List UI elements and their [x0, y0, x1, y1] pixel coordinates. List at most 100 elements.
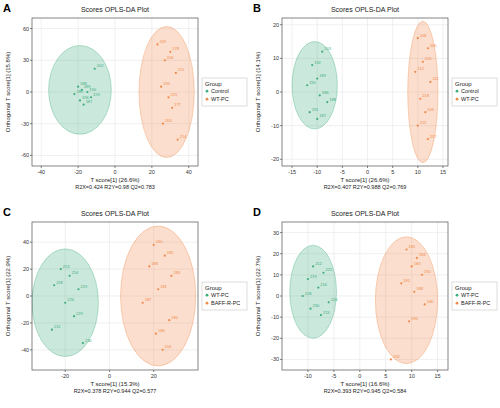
panel-label: D: [253, 206, 261, 218]
plot-frame: [32, 18, 198, 166]
tick-label: 0: [358, 373, 361, 379]
title: Scores OPLS-DA Plot: [81, 210, 149, 217]
point: [153, 244, 155, 246]
legend-entry: WT-PC: [211, 96, 229, 102]
panel-label: C: [3, 206, 11, 218]
point-label: 196: [163, 81, 170, 86]
legend-swatch: [206, 90, 209, 93]
tick-label: -15: [288, 169, 296, 175]
point-label: 215: [170, 92, 177, 97]
legend-box: [452, 78, 497, 106]
tick-label: -10: [271, 123, 279, 129]
panel: AScores OPLS-DA Plot-40-2002040-60-30030…: [3, 2, 247, 190]
plot-frame: [282, 222, 448, 370]
tick-label: -20: [21, 320, 29, 326]
subtitle: R2X=0.424 R2Y=0.98 Q2=0.783: [75, 184, 155, 190]
point: [424, 111, 426, 113]
point: [69, 275, 71, 277]
point: [167, 96, 169, 98]
confidence-ellipse: [290, 245, 337, 338]
point-label: 209: [427, 107, 434, 112]
legend-swatch: [206, 294, 209, 297]
point-label: 180: [427, 299, 434, 304]
data-area: [292, 21, 438, 162]
point: [427, 47, 429, 49]
tick-label: 20: [273, 22, 279, 28]
tick-label: -60: [21, 152, 29, 158]
tick-label: 0: [26, 89, 29, 95]
point: [175, 72, 177, 74]
confidence-ellipse: [49, 45, 112, 134]
point: [164, 59, 166, 61]
point-label: 190: [89, 87, 96, 92]
tick-label: -30: [21, 121, 29, 127]
confidence-ellipse: [292, 42, 337, 129]
point-label: 218: [56, 280, 63, 285]
x-axis-label: T score[1] (16.6%): [340, 381, 389, 387]
tick-label: 60: [23, 26, 29, 32]
plot-background: [32, 18, 198, 166]
point-label: 219: [80, 284, 87, 289]
grid-line: [282, 359, 448, 360]
point: [160, 86, 162, 88]
point: [161, 349, 163, 351]
panel: DScores OPLS-DA Plot-10-5051015-30-20-10…: [253, 206, 497, 394]
tick-label: -10: [304, 373, 312, 379]
legend-entry: WT-PC: [211, 292, 229, 298]
point: [417, 125, 419, 127]
point-label: 187: [86, 99, 93, 104]
tick-label: 40: [23, 239, 29, 245]
title: Scores OPLS-DA Plot: [81, 6, 149, 13]
point: [79, 99, 81, 101]
legend-swatch: [206, 302, 209, 305]
point-label: 226: [331, 297, 338, 302]
point-label: 208: [420, 33, 427, 38]
point-label: 216: [425, 56, 432, 61]
point-label: 196: [411, 316, 418, 321]
legend-title: Group: [205, 285, 222, 291]
figure: AScores OPLS-DA Plot-40-2002040-60-30030…: [0, 0, 500, 408]
point-label: 225: [326, 267, 333, 272]
tick-label: 0: [26, 293, 29, 299]
tick-label: 20: [149, 169, 155, 175]
point-label: 189: [319, 73, 326, 78]
subtitle: R2X=0.393 R2Y=0.945 Q2=0.584: [324, 388, 407, 394]
point: [328, 301, 330, 303]
tick-label: -40: [21, 347, 29, 353]
point: [64, 302, 66, 304]
point: [421, 274, 423, 276]
point: [51, 329, 53, 331]
tick-label: -10: [271, 314, 279, 320]
point: [164, 255, 166, 257]
y-axis-label: Orthogonal T score[1] (14.1%): [255, 52, 261, 133]
plot-frame: [282, 18, 448, 166]
point-label: 215: [420, 120, 427, 125]
tick-label: 30: [273, 230, 279, 236]
point-label: 186: [158, 328, 165, 333]
point: [309, 111, 311, 113]
tick-label: 10: [273, 55, 279, 61]
point: [408, 320, 410, 322]
tick-label: 0: [276, 89, 279, 95]
confidence-ellipse: [408, 21, 438, 162]
y-axis-label: Orthogonal T score[1] (15.8%): [5, 52, 11, 133]
legend-entry: BAFF-R-PC: [461, 300, 490, 306]
point: [317, 286, 319, 288]
point-label: 204: [165, 118, 172, 123]
tick-label: 0: [113, 169, 116, 175]
tick-label: 0: [366, 169, 369, 175]
point-label: 211: [178, 67, 185, 72]
tick-label: -20: [271, 335, 279, 341]
point-label: 185: [167, 250, 174, 255]
point: [311, 64, 313, 66]
tick-label: 15: [440, 169, 446, 175]
point-label: 194: [165, 344, 172, 349]
tick-label: 20: [273, 251, 279, 257]
point: [307, 278, 309, 280]
point-label: 232: [393, 354, 400, 359]
grid-line: [282, 232, 448, 233]
point: [316, 118, 318, 120]
confidence-ellipse: [375, 237, 437, 364]
point: [417, 37, 419, 39]
point: [53, 284, 55, 286]
